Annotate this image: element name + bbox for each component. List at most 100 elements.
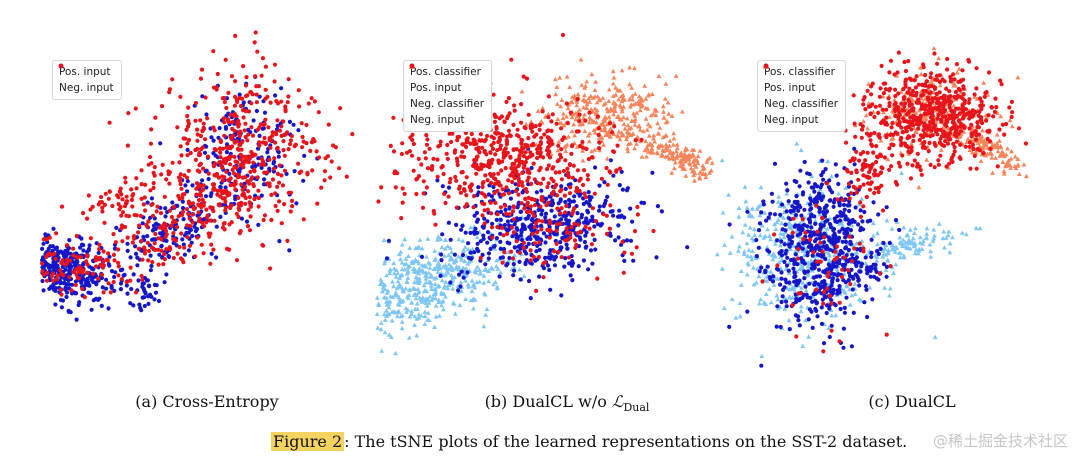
point-neg-classifier — [916, 184, 922, 190]
point-neg-classifier — [560, 115, 566, 121]
point-neg-classifier — [644, 146, 650, 151]
point-neg-input — [100, 265, 106, 270]
point-pos-input — [778, 212, 783, 217]
point-pos-input — [792, 270, 797, 276]
point-pos-input — [809, 225, 814, 230]
point-pos-classifier — [403, 256, 409, 261]
point-pos-input — [850, 287, 855, 292]
point-neg-classifier — [611, 120, 617, 126]
point-pos-input — [491, 184, 496, 190]
point-neg-input — [608, 170, 613, 175]
point-neg-input — [481, 180, 486, 185]
point-pos-input — [814, 243, 820, 248]
point-pos-input — [478, 239, 483, 244]
point-pos-classifier — [419, 299, 425, 304]
point-neg-input — [633, 138, 638, 143]
point-neg-input — [285, 238, 290, 243]
point-neg-input — [575, 168, 580, 173]
point-pos-input — [568, 182, 573, 187]
point-neg-input — [162, 257, 167, 262]
point-neg-input — [433, 222, 438, 227]
point-pos-input — [887, 240, 892, 246]
point-neg-input — [171, 205, 176, 210]
point-pos-classifier — [468, 225, 474, 230]
point-neg-input — [197, 192, 202, 197]
point-neg-input — [101, 290, 106, 295]
point-pos-classifier — [931, 236, 937, 241]
point-pos-classifier — [422, 309, 428, 314]
point-neg-classifier — [938, 147, 944, 152]
point-neg-input — [222, 196, 227, 201]
point-neg-classifier — [632, 145, 637, 151]
point-neg-input — [170, 77, 175, 82]
point-pos-classifier — [388, 267, 393, 272]
point-pos-input — [566, 222, 571, 227]
point-neg-input — [177, 244, 182, 250]
point-neg-input — [545, 167, 550, 172]
point-neg-input — [152, 241, 157, 246]
point-pos-classifier — [466, 259, 472, 264]
point-pos-input — [833, 303, 838, 308]
point-pos-input — [850, 218, 855, 223]
point-neg-classifier — [894, 73, 900, 78]
point-pos-classifier — [776, 260, 782, 265]
point-pos-classifier — [412, 314, 418, 319]
point-neg-input — [167, 208, 172, 213]
point-neg-input — [123, 175, 128, 180]
point-neg-classifier — [553, 76, 558, 82]
point-pos-input — [459, 269, 464, 274]
point-neg-input — [299, 121, 304, 126]
point-pos-input — [262, 110, 268, 115]
point-pos-input — [259, 165, 264, 170]
point-neg-input — [509, 225, 514, 230]
point-pos-input — [823, 219, 828, 224]
point-pos-input — [784, 181, 789, 186]
point-pos-classifier — [752, 232, 758, 237]
point-pos-input — [884, 274, 889, 279]
point-neg-classifier — [610, 68, 616, 74]
point-pos-input — [164, 238, 169, 243]
point-neg-input — [490, 157, 495, 162]
point-pos-input — [617, 208, 622, 213]
point-pos-classifier — [847, 302, 853, 307]
point-neg-input — [416, 156, 421, 161]
point-neg-classifier — [650, 111, 656, 116]
point-neg-classifier — [604, 122, 610, 127]
point-neg-input — [499, 168, 504, 173]
point-neg-input — [530, 129, 535, 134]
point-pos-classifier — [777, 242, 783, 248]
point-pos-classifier — [852, 291, 858, 297]
point-pos-classifier — [786, 220, 792, 225]
point-neg-input — [312, 99, 317, 104]
point-neg-classifier — [1015, 75, 1021, 80]
point-pos-classifier — [435, 284, 441, 289]
point-pos-input — [824, 310, 829, 316]
point-pos-input — [807, 233, 812, 239]
point-neg-input — [240, 175, 245, 180]
point-neg-input — [542, 132, 547, 137]
point-neg-input — [293, 142, 298, 147]
point-pos-input — [827, 222, 833, 227]
point-pos-input — [586, 201, 592, 206]
point-neg-input — [547, 235, 552, 240]
point-pos-input — [772, 161, 778, 166]
point-neg-input — [532, 225, 537, 230]
point-neg-input — [248, 169, 253, 174]
point-neg-classifier — [632, 113, 638, 118]
point-neg-classifier — [669, 152, 675, 157]
point-neg-input — [249, 101, 254, 106]
point-neg-input — [207, 218, 213, 223]
point-pos-input — [843, 280, 848, 285]
point-pos-classifier — [378, 320, 384, 325]
point-pos-classifier — [463, 278, 468, 283]
point-neg-input — [427, 146, 432, 151]
point-pos-input — [799, 213, 804, 218]
point-neg-classifier — [571, 122, 577, 127]
point-neg-input — [524, 76, 530, 81]
point-neg-input — [559, 187, 564, 192]
point-neg-input — [328, 175, 333, 180]
point-neg-input — [521, 245, 526, 250]
point-neg-input — [480, 201, 485, 206]
point-neg-classifier — [954, 70, 960, 75]
point-pos-input — [584, 230, 589, 235]
